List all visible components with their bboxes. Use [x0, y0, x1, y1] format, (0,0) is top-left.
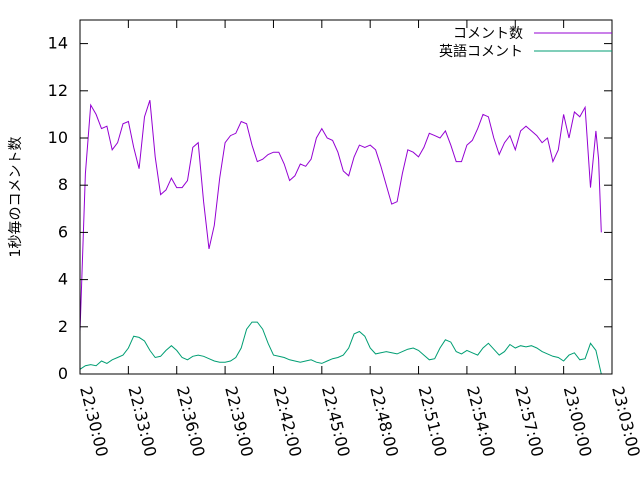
legend-label-1: コメント数	[453, 26, 523, 42]
x-tick-label: 22:36:00	[173, 384, 209, 458]
x-tick-label: 23:00:00	[560, 384, 596, 458]
y-tick-label: 12	[48, 81, 68, 100]
plot-frame	[79, 19, 613, 375]
x-tick-label: 22:42:00	[270, 384, 306, 458]
y-tick-label: 0	[58, 364, 68, 383]
x-tick-label: 22:54:00	[463, 384, 499, 458]
y-tick-label: 8	[58, 175, 68, 194]
y-tick-label: 4	[58, 270, 68, 289]
x-tick-label: 22:51:00	[415, 384, 451, 458]
legend-label-2: 英語コメント	[439, 43, 523, 60]
plot-lines	[79, 100, 602, 375]
x-tick-label: 22:33:00	[124, 384, 160, 458]
x-tick-label: 23:03:00	[608, 384, 640, 458]
y-tick-label: 14	[48, 34, 68, 53]
y-tick-label: 6	[58, 222, 68, 241]
x-tick-label: 22:57:00	[511, 384, 547, 458]
x-tick-label: 22:39:00	[221, 384, 257, 458]
series-line-2	[79, 321, 602, 375]
x-tick-label: 22:45:00	[318, 384, 354, 458]
x-tick-label: 22:30:00	[76, 384, 112, 458]
x-tick-label: 22:48:00	[366, 384, 402, 458]
y-tick-label: 10	[48, 128, 68, 147]
y-tick-label: 2	[58, 317, 68, 336]
x-axis: 22:30:00 22:33:00 22:36:00 22:39:00 22:42:00…	[76, 20, 640, 459]
y-axis-title: 1秒毎のコメント数	[8, 137, 24, 258]
y-axis: 0 2 4 6 8 10 12 14	[48, 34, 612, 383]
series-line-1	[79, 100, 602, 332]
